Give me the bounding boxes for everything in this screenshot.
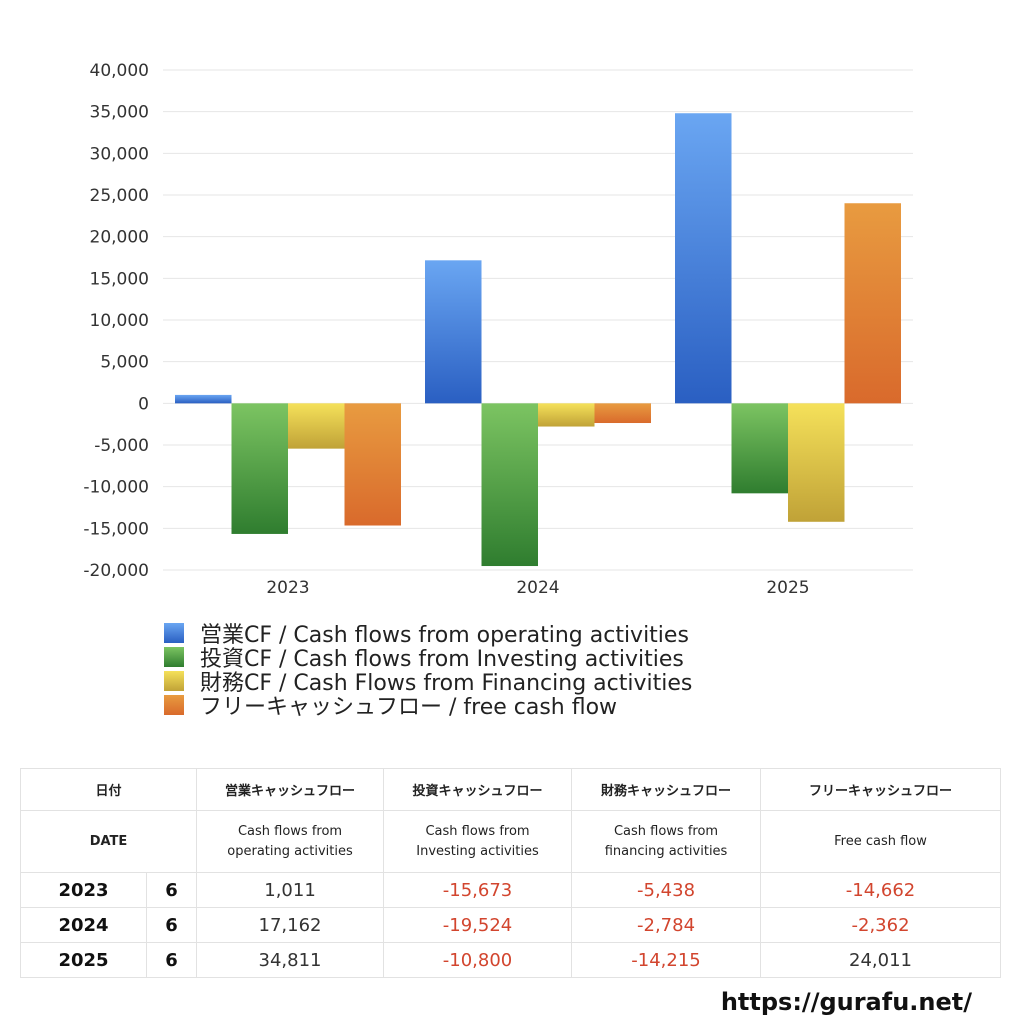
row-investing: -10,800 <box>383 942 573 978</box>
header-investing-en-line1: Cash flows from <box>425 823 530 839</box>
y-tick-label: 15,000 <box>90 269 149 289</box>
row-free-cash-flow: 24,011 <box>760 942 1002 978</box>
y-tick-label: -20,000 <box>83 561 149 581</box>
row-operating: 1,011 <box>196 872 385 908</box>
legend-item-free-cash-flow: フリーキャッシュフロー / free cash flow <box>164 693 692 720</box>
bar-2023-series-1 <box>231 403 288 534</box>
x-tick-label: 2024 <box>516 578 559 598</box>
y-tick-label: 5,000 <box>100 353 149 373</box>
y-tick-label: 40,000 <box>90 61 149 81</box>
row-financing: -14,215 <box>571 942 762 978</box>
row-month: 6 <box>145 907 198 943</box>
bar-2024-series-1 <box>481 403 538 567</box>
row-month: 6 <box>145 872 198 908</box>
header-financing-en-line1: Cash flows from <box>613 823 719 839</box>
table-row: 2025 6 34,811 -10,800 -14,215 24,011 <box>20 942 1002 978</box>
bar-2024-series-3 <box>594 403 651 424</box>
table-header-en: DATE Cash flows from operating activities… <box>19 810 1002 873</box>
header-operating-en: Cash flows from operating activities <box>196 810 385 873</box>
row-month: 6 <box>145 942 198 978</box>
y-tick-label: 35,000 <box>90 103 149 123</box>
row-operating: 34,811 <box>196 942 385 978</box>
row-financing: -2,784 <box>571 907 762 943</box>
header-free-cash-flow-jp: フリーキャッシュフロー <box>760 768 1002 811</box>
legend-label-investing: 投資CF / Cash flows from Investing activit… <box>200 647 684 672</box>
legend-label-operating: 営業CF / Cash flows from operating activit… <box>200 623 689 648</box>
bar-2023-series-0 <box>175 394 232 404</box>
y-tick-label: 0 <box>138 394 149 414</box>
bars <box>175 113 901 567</box>
y-tick-label: 25,000 <box>90 186 149 206</box>
y-tick-label: -5,000 <box>94 436 149 456</box>
bar-2025-series-0 <box>675 113 732 404</box>
row-free-cash-flow: -2,362 <box>760 907 1002 943</box>
y-tick-label: 30,000 <box>90 144 149 164</box>
row-investing: -15,673 <box>383 872 573 908</box>
header-date-en: DATE <box>19 810 198 873</box>
table-header-jp: 日付 営業キャッシュフロー 投資キャッシュフロー 財務キャッシュフロー フリーキ… <box>19 768 1002 811</box>
row-year: 2025 <box>20 942 147 978</box>
row-year: 2024 <box>20 907 147 943</box>
legend-label-financing: 財務CF / Cash Flows from Financing activit… <box>200 671 693 696</box>
chart-legend: 営業CF / Cash flows from operating activit… <box>164 621 692 720</box>
table-row: 2024 6 17,162 -19,524 -2,784 -2,362 <box>20 907 1002 943</box>
bar-2025-series-2 <box>788 403 845 522</box>
cash-flow-table: 日付 営業キャッシュフロー 投資キャッシュフロー 財務キャッシュフロー フリーキ… <box>19 768 1002 978</box>
row-operating: 17,162 <box>196 907 385 943</box>
bar-2025-series-1 <box>731 403 788 494</box>
x-tick-label: 2023 <box>266 578 309 598</box>
header-operating-en-line2: operating activities <box>227 843 353 859</box>
row-financing: -5,438 <box>571 872 762 908</box>
bar-2025-series-3 <box>844 203 901 404</box>
legend-swatch-financing <box>164 671 184 691</box>
header-investing-en-line2: Investing activities <box>416 843 539 859</box>
legend-item-financing: 財務CF / Cash Flows from Financing activit… <box>164 669 692 696</box>
header-date-jp: 日付 <box>19 768 198 811</box>
header-financing-en-line2: financing activities <box>604 843 728 859</box>
bar-2024-series-0 <box>425 260 482 404</box>
header-operating-jp: 営業キャッシュフロー <box>196 768 385 811</box>
legend-swatch-operating <box>164 623 184 643</box>
bar-2024-series-2 <box>538 403 595 427</box>
header-operating-en-line1: Cash flows from <box>237 823 343 839</box>
bar-2023-series-2 <box>288 403 345 449</box>
row-free-cash-flow: -14,662 <box>760 872 1002 908</box>
row-investing: -19,524 <box>383 907 573 943</box>
legend-label-free-cash-flow: フリーキャッシュフロー / free cash flow <box>200 695 618 720</box>
y-tick-label: -10,000 <box>83 478 149 498</box>
x-tick-label: 2025 <box>766 578 809 598</box>
header-investing-jp: 投資キャッシュフロー <box>383 768 573 811</box>
legend-item-operating: 営業CF / Cash flows from operating activit… <box>164 621 692 648</box>
legend-item-investing: 投資CF / Cash flows from Investing activit… <box>164 645 692 672</box>
header-financing-en: Cash flows from financing activities <box>571 810 762 873</box>
legend-swatch-free-cash-flow <box>164 695 184 715</box>
y-tick-label: 10,000 <box>90 311 149 331</box>
header-financing-jp: 財務キャッシュフロー <box>571 768 762 811</box>
x-axis-ticks: 2023 2024 2025 <box>266 578 809 598</box>
legend-swatch-investing <box>164 647 184 667</box>
row-year: 2023 <box>20 872 147 908</box>
y-tick-label: -15,000 <box>83 519 149 539</box>
header-investing-en: Cash flows from Investing activities <box>383 810 573 873</box>
header-free-cash-flow-en: Free cash flow <box>760 810 1002 873</box>
cash-flow-bar-chart: 40,000 35,000 30,000 25,000 20,000 15,000 10,0… <box>83 61 913 598</box>
y-tick-label: 20,000 <box>90 228 149 248</box>
y-axis-ticks: 40,000 35,000 30,000 25,000 20,000 15,000 10,0… <box>83 61 149 581</box>
site-url: https://gurafu.net/ <box>720 988 972 1016</box>
table-row: 2023 6 1,011 -15,673 -5,438 -14,662 <box>20 872 1002 908</box>
bar-2023-series-3 <box>344 403 401 526</box>
